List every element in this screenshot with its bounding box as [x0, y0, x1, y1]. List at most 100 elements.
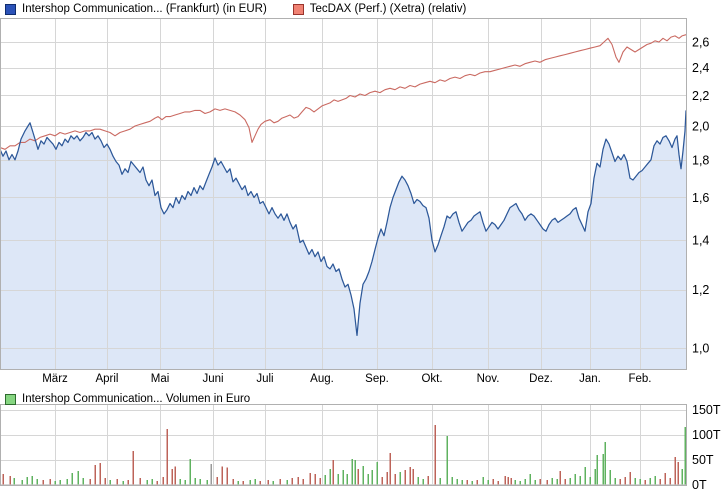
volume-bar [210, 464, 212, 485]
volume-bar [259, 481, 261, 485]
volume-bar [604, 442, 606, 485]
month-label: Okt. [421, 373, 442, 385]
volume-bar [351, 459, 353, 485]
volume-axis-tick: 150T [692, 403, 721, 417]
month-label: Sep. [365, 373, 389, 385]
volume-bar [529, 474, 531, 485]
volume-bar [367, 474, 369, 485]
volume-bar [36, 479, 38, 485]
month-label: Juli [256, 373, 273, 385]
volume-bar [302, 479, 304, 485]
volume-bar [381, 477, 383, 485]
volume-bar [254, 479, 256, 485]
volume-bar [556, 479, 558, 485]
volume-bar [59, 480, 61, 485]
price-axis-tick: 1,2 [692, 283, 709, 297]
intershop-series-label: Intershop Communication... (Frankfurt) (… [22, 3, 267, 15]
volume-bar [99, 463, 101, 485]
volume-bar [409, 467, 411, 485]
price-axis-tick: 2,2 [692, 89, 709, 103]
volume-bar [439, 478, 441, 485]
volume-bar [524, 479, 526, 485]
price-axis-tick: 1,6 [692, 191, 709, 205]
volume-bar [109, 480, 111, 485]
volume-bar [329, 469, 331, 485]
volume-bar [242, 481, 244, 485]
volume-bar [427, 476, 429, 485]
volume-bar [609, 470, 611, 485]
volume-bar [297, 477, 299, 485]
volume-bar [602, 454, 604, 485]
volume-bar [31, 476, 33, 485]
volume-bar [332, 460, 334, 485]
volume-bar [249, 480, 251, 485]
volume-bar [451, 477, 453, 485]
intershop-line [0, 110, 687, 337]
intershop-area-fill [0, 110, 686, 370]
volume-bar [492, 479, 494, 485]
volume-bar [677, 462, 679, 485]
volume-bar [504, 476, 506, 485]
price-pane-border [0, 18, 687, 370]
volume-bar [482, 477, 484, 485]
volume-bar [139, 478, 141, 485]
volume-bar [649, 478, 651, 485]
volume-bar [559, 471, 561, 485]
volume-bar [71, 473, 73, 485]
volume-bar [337, 474, 339, 485]
volume-bar [394, 474, 396, 485]
volume-bar [54, 481, 56, 485]
volume-bar [94, 465, 96, 485]
volume-bar [324, 475, 326, 485]
volume-bar [354, 460, 356, 485]
volume-bar [507, 477, 509, 485]
volume-pane-border [0, 404, 687, 486]
volume-bar [171, 469, 173, 485]
volume-axis-tick: 50T [692, 453, 714, 467]
volume-bar [579, 476, 581, 485]
volume-bar [674, 457, 676, 485]
volume-bar [221, 466, 223, 485]
month-label: Aug. [310, 373, 334, 385]
price-legend: Intershop Communication... (Frankfurt) (… [5, 2, 466, 16]
volume-bar [594, 469, 596, 485]
volume-bar [319, 478, 321, 485]
volume-bar [174, 466, 176, 485]
volume-bar [89, 479, 91, 485]
legend-item-tecdax: TecDAX (Perf.) (Xetra) (relativ) [292, 3, 466, 15]
price-axis-tick: 1,4 [692, 234, 709, 248]
volume-bars [2, 425, 686, 485]
volume-bar [104, 478, 106, 485]
volume-bar [309, 473, 311, 485]
volume-bar [534, 480, 536, 485]
month-label: Jan. [579, 373, 601, 385]
month-label: Dez. [529, 373, 553, 385]
volume-bar [497, 481, 499, 485]
volume-bar [77, 471, 79, 485]
volume-bar [664, 473, 666, 485]
volume-bar [487, 480, 489, 485]
month-label: Feb. [628, 373, 651, 385]
volume-bar [584, 467, 586, 485]
tecdax-series-swatch [292, 3, 304, 15]
volume-bar [49, 479, 51, 485]
volume-bar [669, 478, 671, 485]
price-axis-tick: 1,8 [692, 153, 709, 167]
volume-bar [412, 469, 414, 485]
volume-bar [539, 479, 541, 485]
volume-bar [371, 470, 373, 485]
volume-bar [619, 479, 621, 485]
price-axis-tick: 2,4 [692, 61, 709, 75]
volume-bar [13, 478, 15, 485]
price-axis-tick: 1,0 [692, 342, 709, 356]
volume-bar [146, 480, 148, 485]
volume-bar [267, 480, 269, 485]
volume-bar [132, 451, 134, 485]
volume-bar [434, 425, 436, 485]
volume-bar [476, 480, 478, 485]
volume-bar [226, 467, 228, 485]
price-axis-tick: 2,6 [692, 35, 709, 49]
volume-bar [644, 480, 646, 485]
